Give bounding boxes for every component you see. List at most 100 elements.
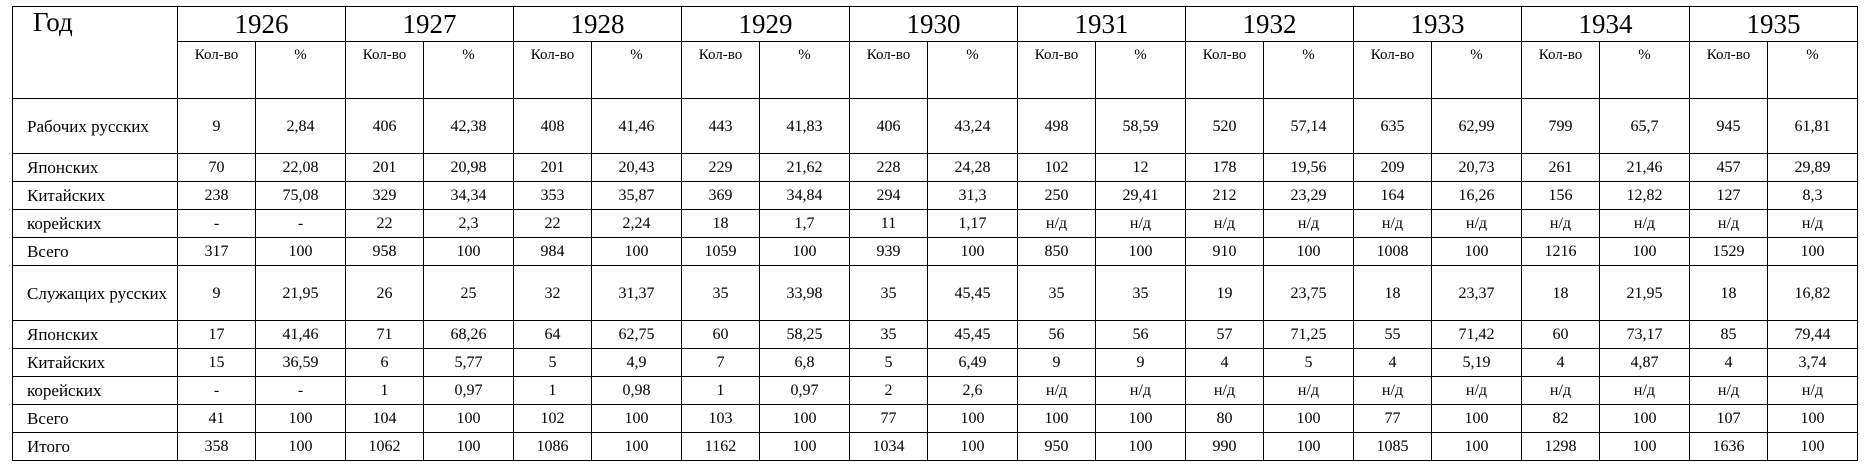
percent-cell: 8,3 [1767, 181, 1858, 210]
count-cell: 57 [1185, 320, 1264, 349]
percent-cell: 35,87 [591, 181, 682, 210]
percent-cell: 100 [759, 432, 850, 461]
subcolumn-header: Кол-во [849, 41, 928, 99]
count-cell: н/д [1185, 376, 1264, 405]
count-cell: 100 [1017, 404, 1096, 433]
count-cell: 317 [177, 237, 256, 266]
percent-cell: 100 [1767, 432, 1858, 461]
row-label: Японских [12, 153, 178, 182]
percent-cell: 2,6 [927, 376, 1018, 405]
percent-cell: н/д [1767, 376, 1858, 405]
count-cell: 250 [1017, 181, 1096, 210]
percent-cell: 16,26 [1431, 181, 1522, 210]
count-cell: 104 [345, 404, 424, 433]
subcolumn-header: % [1095, 41, 1186, 99]
count-cell: 35 [681, 265, 760, 321]
count-cell: 164 [1353, 181, 1432, 210]
table-row: Рабочих русских 9 2,84 406 42,38 408 41,46 443 4… [12, 98, 1858, 154]
percent-cell: 12,82 [1599, 181, 1690, 210]
percent-cell: 100 [927, 237, 1018, 266]
subcolumn-header: % [1431, 41, 1522, 99]
count-cell: 945 [1689, 98, 1768, 154]
count-cell: - [177, 209, 256, 238]
subcolumn-header: % [591, 41, 682, 99]
table-row: корейских - -22 2,3 22 2,24 18 1,7 11 1,17 н/д н/д н… [12, 209, 1858, 238]
subcolumn-header: Кол-во [177, 41, 256, 99]
table-row: Китайских 238 75,08 329 34,34 353 35,87 369 34,8… [12, 181, 1858, 210]
percent-cell: 75,08 [255, 181, 346, 210]
percent-cell: 33,98 [759, 265, 850, 321]
count-cell: 984 [513, 237, 592, 266]
count-cell: 127 [1689, 181, 1768, 210]
percent-cell: 73,17 [1599, 320, 1690, 349]
count-cell: 32 [513, 265, 592, 321]
percent-cell: 65,7 [1599, 98, 1690, 154]
percent-cell: 100 [1431, 237, 1522, 266]
percent-cell: 6,8 [759, 348, 850, 377]
percent-cell: 0,97 [423, 376, 514, 405]
subcolumn-header: Кол-во [513, 41, 592, 99]
count-cell: 35 [849, 320, 928, 349]
percent-cell: 100 [1767, 237, 1858, 266]
percent-cell: н/д [1599, 376, 1690, 405]
count-cell: 178 [1185, 153, 1264, 182]
percent-cell: 42,38 [423, 98, 514, 154]
count-cell: 229 [681, 153, 760, 182]
percent-cell: 41,46 [591, 98, 682, 154]
percent-cell: 100 [255, 432, 346, 461]
count-cell: 406 [345, 98, 424, 154]
percent-cell: 23,37 [1431, 265, 1522, 321]
count-cell: 19 [1185, 265, 1264, 321]
count-cell: 958 [345, 237, 424, 266]
percent-cell: н/д [1431, 209, 1522, 238]
percent-cell: н/д [1599, 209, 1690, 238]
count-cell: 1 [345, 376, 424, 405]
count-cell: 4 [1353, 348, 1432, 377]
percent-cell: 1,7 [759, 209, 850, 238]
count-cell: 201 [345, 153, 424, 182]
subcolumn-header: Кол-во [1185, 41, 1264, 99]
count-cell: 990 [1185, 432, 1264, 461]
count-cell: 209 [1353, 153, 1432, 182]
table-row: Всего 41 100 104 100 102 100 103 100 77 100 100 100 8… [12, 404, 1858, 433]
count-cell: н/д [1689, 376, 1768, 405]
count-cell: 15 [177, 348, 256, 377]
count-cell: 18 [1689, 265, 1768, 321]
corner-header: Год [12, 6, 178, 99]
percent-cell: 100 [1095, 404, 1186, 433]
count-cell: н/д [1689, 209, 1768, 238]
count-cell: 228 [849, 153, 928, 182]
count-cell: 5 [513, 348, 592, 377]
percent-cell: 0,97 [759, 376, 850, 405]
year-header: 1931 [1017, 6, 1186, 42]
percent-cell: 45,45 [927, 265, 1018, 321]
count-cell: 22 [345, 209, 424, 238]
percent-cell: 100 [423, 237, 514, 266]
percent-cell: 0,98 [591, 376, 682, 405]
count-cell: 212 [1185, 181, 1264, 210]
year-header: 1930 [849, 6, 1018, 42]
count-cell: 1529 [1689, 237, 1768, 266]
count-cell: 41 [177, 404, 256, 433]
percent-cell: 19,56 [1263, 153, 1354, 182]
percent-cell: 21,95 [255, 265, 346, 321]
count-cell: 17 [177, 320, 256, 349]
percent-cell: 100 [423, 432, 514, 461]
count-cell: 64 [513, 320, 592, 349]
percent-cell: 79,44 [1767, 320, 1858, 349]
percent-cell: 9 [1095, 348, 1186, 377]
year-header: 1933 [1353, 6, 1522, 42]
count-cell: 4 [1185, 348, 1264, 377]
percent-cell: 29,41 [1095, 181, 1186, 210]
count-cell: 7 [681, 348, 760, 377]
percent-cell: 100 [759, 404, 850, 433]
row-label: Китайских [12, 181, 178, 210]
count-cell: н/д [1353, 376, 1432, 405]
year-header: 1932 [1185, 6, 1354, 42]
percent-cell: н/д [1767, 209, 1858, 238]
count-cell: 102 [1017, 153, 1096, 182]
percent-cell: н/д [1095, 209, 1186, 238]
percent-cell: 100 [1263, 432, 1354, 461]
count-cell: 1216 [1521, 237, 1600, 266]
